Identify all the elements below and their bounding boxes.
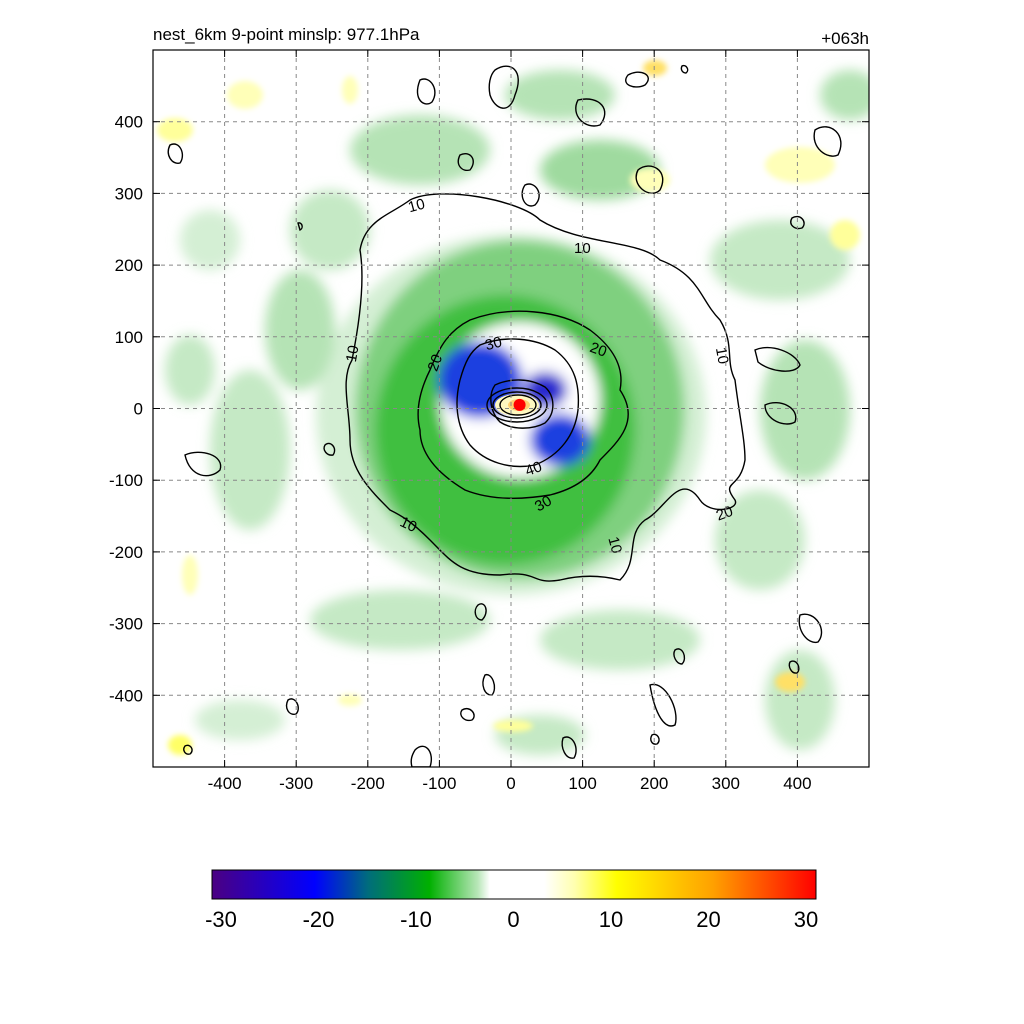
contour-label: 40: [523, 458, 544, 480]
contour-label: 10: [397, 514, 419, 536]
x-tick-label: -400: [208, 774, 242, 793]
contour-10: [345, 193, 746, 582]
contour-small: [649, 683, 677, 727]
contour-label: 30: [532, 492, 555, 515]
contour-label: 20: [425, 352, 447, 373]
contour-small: [323, 442, 336, 456]
contour-small: [410, 745, 432, 767]
y-tick-label: -200: [109, 543, 143, 562]
y-tick-label: -400: [109, 686, 143, 705]
contour-inner-1: [486, 387, 548, 423]
colorbar-tick-label: -20: [303, 907, 335, 932]
contour-label: 10: [574, 240, 591, 257]
contour-small: [680, 64, 689, 74]
contour-label: 30: [483, 334, 504, 355]
x-tick-label: -300: [279, 774, 313, 793]
contour-small: [575, 98, 606, 127]
storm-center-marker: [513, 398, 526, 411]
y-tick-label: -100: [109, 471, 143, 490]
y-tick-label: 200: [115, 256, 143, 275]
axis-ticks: -400 -300 -200 -100 0 100 200 300 40040030020010…: [109, 50, 869, 793]
shaded-field: 10 10 10 10 10 10 20 20 20 30 30 40: [157, 60, 869, 767]
contour-small: [521, 183, 540, 207]
y-tick-label: -300: [109, 615, 143, 634]
contour-30: [456, 338, 580, 468]
y-tick-label: 0: [134, 400, 143, 419]
contour-inner-2: [492, 391, 542, 419]
contour-small: [650, 733, 660, 745]
contour-small: [297, 222, 303, 232]
colorbar-tick-label: -30: [205, 907, 237, 932]
x-tick-label: 400: [783, 774, 811, 793]
contour-small: [460, 708, 475, 722]
contour-label: 20: [714, 503, 735, 525]
contour-40: [490, 379, 554, 429]
contour-20: [417, 310, 629, 499]
colorbar: -30 -20 -10 0 10 20 30: [205, 869, 818, 932]
contour-label: 10: [406, 196, 427, 217]
contour-small: [788, 660, 800, 674]
contour-small: [764, 402, 797, 425]
contour-small: [798, 613, 823, 644]
contour-lines: [167, 64, 842, 767]
contour-small: [673, 648, 686, 665]
contour-small: [754, 346, 801, 372]
yellow-patches: [157, 60, 860, 755]
colorbar-tick-label: 20: [696, 907, 720, 932]
contour-small: [184, 451, 222, 477]
contour-small: [416, 78, 436, 105]
colorbar-tick-label: 30: [794, 907, 818, 932]
y-tick-label: 300: [115, 184, 143, 203]
x-tick-label: -100: [422, 774, 456, 793]
colorbar-gradient: [211, 869, 817, 900]
contour-label: 10: [712, 346, 732, 365]
y-tick-label: 100: [115, 328, 143, 347]
x-tick-label: 200: [640, 774, 668, 793]
x-tick-label: -200: [351, 774, 385, 793]
x-tick-label: 0: [506, 774, 515, 793]
colorbar-tick-labels: -30 -20 -10 0 10 20 30: [205, 907, 818, 932]
contour-label: 20: [588, 339, 609, 361]
chart-title-left: nest_6km 9-point minslp: 977.1hPa: [153, 25, 420, 44]
contour-small: [167, 143, 184, 164]
chart-title-right: +063h: [821, 29, 869, 48]
contour-small: [474, 603, 487, 621]
contour-small: [561, 736, 577, 759]
contour-labels: 10 10 10 10 10 10 20 20 20 30 30 40: [343, 196, 735, 556]
contour-small: [457, 153, 474, 172]
contour-small: [625, 71, 649, 88]
contour-small: [813, 126, 842, 157]
colorbar-tick-label: -10: [400, 907, 432, 932]
contour-label: 10: [604, 535, 625, 556]
contour-small: [488, 65, 519, 109]
plot-area: 10 10 10 10 10 10 20 20 20 30 30 40 -400…: [109, 49, 870, 793]
contour-label: 10: [343, 344, 363, 363]
colorbar-tick-label: 0: [507, 907, 519, 932]
contour-small: [183, 744, 193, 755]
contour-inner-3: [499, 394, 537, 416]
x-tick-label: 300: [712, 774, 740, 793]
y-tick-label: 400: [115, 113, 143, 132]
contour-small: [635, 165, 664, 194]
x-tick-label: 100: [568, 774, 596, 793]
colorbar-tick-label: 10: [599, 907, 623, 932]
contour-small: [790, 215, 805, 230]
plot-frame: [152, 49, 870, 768]
